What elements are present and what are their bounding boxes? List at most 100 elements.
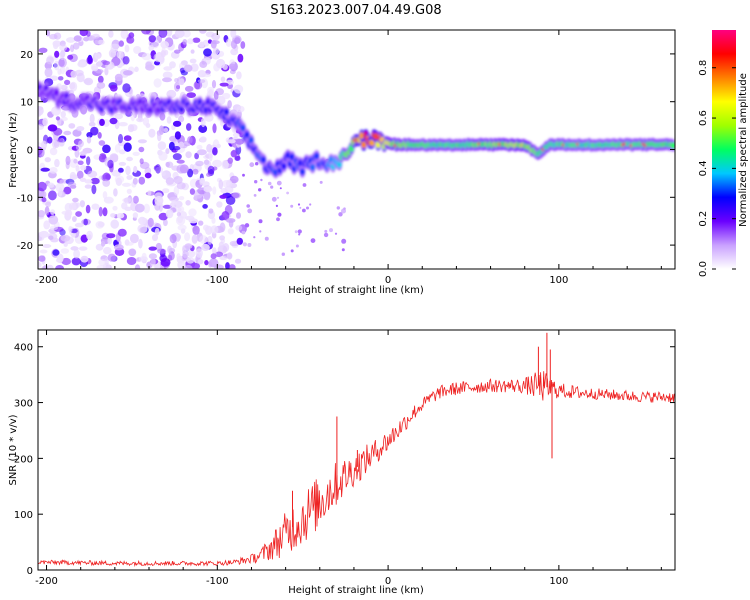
noise-blob (341, 248, 345, 252)
x-tick-label: -100 (206, 275, 229, 286)
noise-blob (162, 71, 173, 79)
noise-blob (75, 202, 80, 208)
noise-blob (177, 224, 187, 231)
noise-blob (97, 132, 102, 139)
noise-blob (138, 216, 147, 225)
noise-blob (73, 35, 82, 42)
noise-blob (72, 216, 77, 222)
noise-blob (279, 187, 282, 190)
noise-blob (196, 149, 207, 156)
noise-blob (38, 146, 43, 156)
noise-blob (235, 225, 243, 231)
noise-blob (148, 253, 157, 260)
noise-blob (216, 201, 223, 208)
noise-blob (173, 185, 180, 196)
noise-blob (178, 115, 185, 123)
noise-blob (64, 202, 73, 212)
noise-blob (199, 30, 207, 34)
noise-blob (229, 175, 239, 184)
noise-blob (129, 233, 139, 244)
snr-x-ticks: -200 -100 0 100 (35, 330, 662, 587)
noise-blob (155, 164, 161, 174)
noise-blob (211, 32, 221, 41)
noise-blob (253, 236, 256, 239)
noise-blob (42, 264, 48, 269)
noise-blob (165, 148, 170, 155)
noise-blob (275, 204, 278, 207)
noise-blob (57, 68, 62, 75)
noise-blob (38, 255, 46, 262)
noise-blob (176, 164, 186, 174)
noise-blob (259, 230, 262, 233)
noise-blob (44, 157, 51, 163)
noise-blob (39, 190, 47, 198)
y-tick-label: 20 (20, 50, 33, 61)
noise-blob (166, 116, 172, 124)
noise-blob (117, 228, 127, 237)
x-tick-label: -200 (35, 576, 58, 587)
noise-blob (126, 156, 133, 162)
noise-blob (186, 92, 196, 98)
noise-blob (208, 258, 219, 268)
noise-blob (47, 136, 53, 144)
noise-blob (236, 71, 242, 80)
noise-blob (218, 179, 224, 190)
noise-blob (47, 182, 55, 188)
noise-blob (68, 123, 76, 129)
noise-blob (84, 184, 92, 189)
noise-blob (55, 265, 65, 269)
noise-blob (72, 197, 79, 203)
noise-blob (276, 196, 280, 199)
noise-blob (147, 217, 154, 228)
noise-blob (195, 248, 203, 258)
noise-blob (207, 235, 213, 245)
noise-blob (148, 44, 154, 52)
noise-blob (148, 35, 156, 43)
noise-blob (219, 82, 229, 87)
y-tick-label: -10 (17, 193, 33, 204)
noise-blob (219, 194, 227, 199)
noise-blob (48, 190, 57, 201)
colorbar: 0.0 0.2 0.4 0.6 0.8 Normalized spectral ampl… (698, 30, 749, 277)
noise-blob (60, 234, 71, 242)
noise-blob (78, 246, 88, 251)
noise-blob (125, 241, 134, 246)
noise-blob (123, 70, 133, 76)
noise-blob (208, 151, 213, 162)
colorbar-tick-label: 0.2 (698, 211, 709, 227)
noise-blob (241, 230, 246, 235)
noise-blob (77, 160, 84, 166)
noise-blob (96, 81, 106, 89)
noise-blob (233, 84, 244, 94)
noise-blob (70, 44, 75, 53)
noise-blob (183, 64, 193, 73)
y-tick-label: -20 (17, 241, 33, 252)
noise-blob (160, 50, 166, 58)
noise-blob (225, 179, 233, 188)
noise-blob (286, 191, 289, 195)
ridge-core (260, 156, 266, 164)
noise-blob (109, 117, 118, 125)
noise-blob (319, 180, 323, 184)
noise-blob (58, 57, 67, 68)
noise-blob (211, 80, 217, 89)
noise-blob (236, 212, 241, 219)
noise-blob (74, 69, 84, 77)
noise-blob (212, 47, 220, 55)
noise-blob (237, 53, 244, 63)
noise-blob (276, 217, 280, 222)
noise-blob (336, 206, 340, 210)
noise-blob (121, 182, 132, 187)
noise-blob (58, 187, 63, 197)
noise-blob (184, 85, 194, 92)
noise-blob (148, 246, 157, 251)
noise-blob (247, 208, 253, 214)
noise-blob (242, 173, 245, 177)
noise-blob (95, 61, 103, 67)
noise-blob (218, 241, 224, 249)
noise-blob (65, 155, 71, 166)
noise-blob (50, 209, 56, 216)
noise-blob (85, 204, 91, 214)
noise-blob (221, 159, 229, 170)
noise-blob (38, 262, 42, 268)
